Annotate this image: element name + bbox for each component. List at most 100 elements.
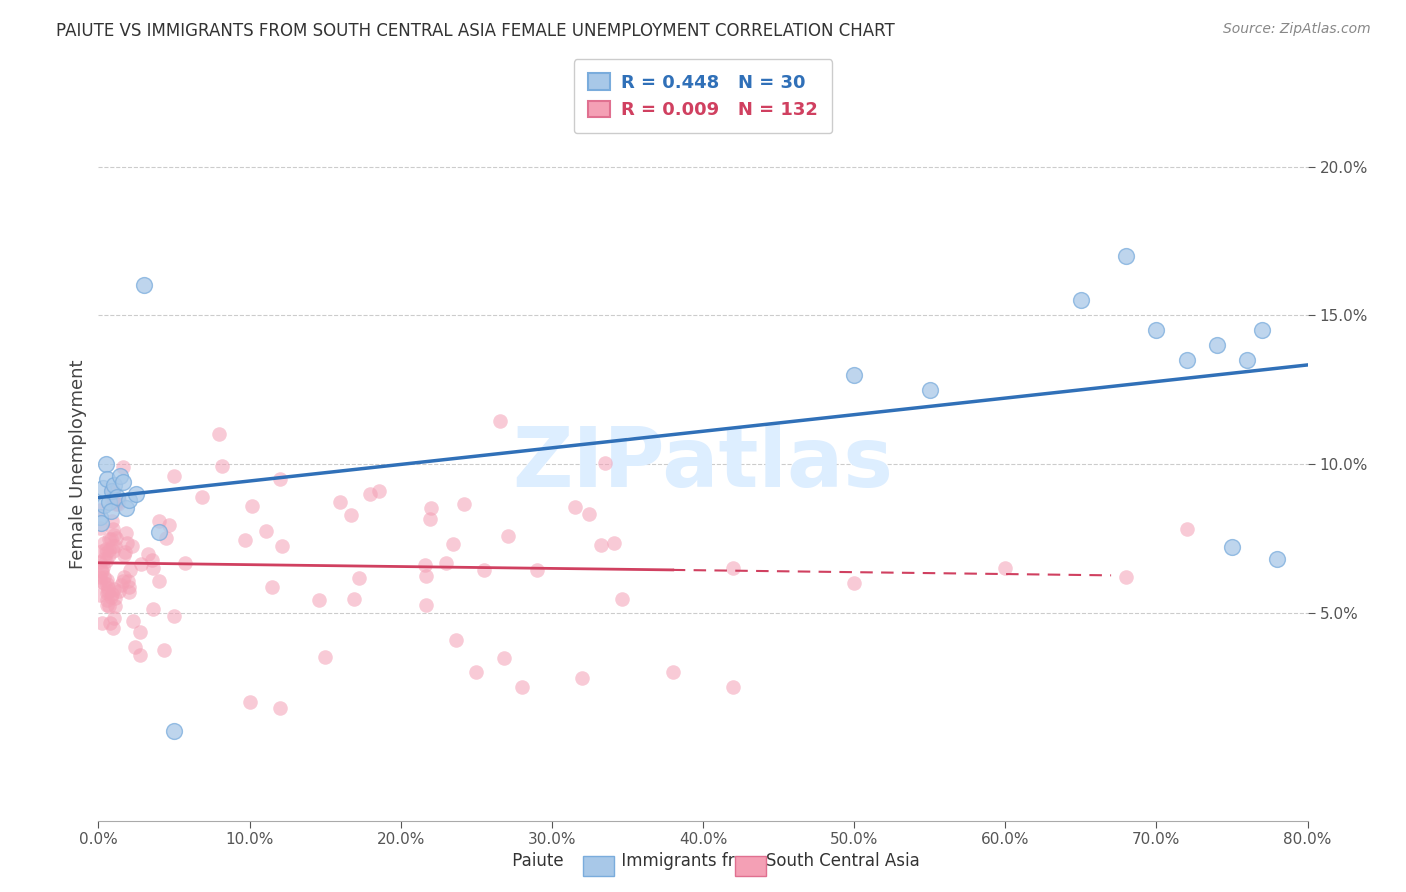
Point: [1115, 570, 1137, 584]
Point: [415, 568, 437, 582]
Point: [98, 599, 121, 614]
Point: [610, 591, 633, 606]
Point: [89, 503, 111, 517]
Point: [96, 598, 118, 612]
Point: [420, 501, 443, 516]
Point: [96, 586, 118, 600]
Point: [90, 516, 112, 531]
Point: [347, 571, 370, 585]
Point: [118, 580, 141, 594]
Point: [115, 535, 138, 549]
Point: [89, 555, 111, 569]
Point: [94, 457, 117, 471]
Point: [118, 584, 141, 599]
Point: [343, 591, 366, 606]
Point: [444, 632, 467, 647]
Point: [142, 561, 165, 575]
Point: [89, 589, 111, 603]
Point: [103, 477, 125, 491]
Point: [118, 492, 141, 507]
Text: Source: ZipAtlas.com: Source: ZipAtlas.com: [1223, 22, 1371, 37]
Point: [108, 468, 131, 483]
Point: [97, 583, 120, 598]
Point: [571, 671, 593, 685]
Point: [100, 483, 122, 497]
Point: [93, 551, 115, 566]
Point: [1206, 338, 1229, 352]
Point: [96, 592, 118, 607]
Point: [269, 700, 291, 714]
Point: [489, 415, 512, 429]
Text: PAIUTE VS IMMIGRANTS FROM SOUTH CENTRAL ASIA FEMALE UNEMPLOYMENT CORRELATION CHA: PAIUTE VS IMMIGRANTS FROM SOUTH CENTRAL …: [56, 22, 896, 40]
Point: [96, 577, 118, 591]
Point: [103, 494, 125, 508]
Point: [918, 383, 941, 397]
Point: [1220, 540, 1243, 554]
Point: [994, 561, 1017, 575]
Point: [138, 547, 160, 561]
Point: [104, 599, 127, 613]
Point: [240, 500, 263, 514]
Point: [125, 486, 148, 500]
Point: [97, 548, 120, 562]
Point: [163, 609, 186, 624]
Point: [114, 545, 136, 559]
Point: [89, 574, 111, 589]
Point: [153, 642, 176, 657]
Point: [98, 495, 121, 509]
Point: [129, 557, 152, 571]
Point: [148, 574, 170, 589]
Point: [97, 582, 120, 596]
Point: [104, 497, 127, 511]
Point: [239, 695, 262, 709]
Point: [90, 564, 112, 578]
Point: [89, 510, 111, 524]
Text: ZIPatlas: ZIPatlas: [513, 424, 893, 504]
Point: [89, 521, 111, 535]
Point: [103, 528, 125, 542]
Point: [91, 560, 114, 574]
Point: [1251, 323, 1274, 337]
Point: [101, 483, 124, 498]
Point: [233, 533, 256, 548]
Point: [723, 680, 745, 694]
Point: [101, 484, 124, 499]
Point: [101, 539, 124, 553]
Point: [453, 497, 475, 511]
Point: [329, 495, 352, 509]
Point: [148, 525, 170, 540]
Point: [124, 640, 146, 655]
Point: [492, 651, 515, 665]
Point: [91, 481, 114, 495]
Point: [94, 546, 117, 560]
Point: [360, 486, 382, 500]
Point: [108, 492, 131, 507]
Point: [1070, 293, 1092, 308]
Point: [101, 587, 124, 601]
Y-axis label: Female Unemployment: Female Unemployment: [69, 359, 87, 568]
Point: [110, 578, 132, 592]
Point: [103, 582, 125, 596]
Point: [94, 554, 117, 568]
Point: [111, 475, 134, 489]
Point: [163, 724, 186, 739]
Point: [94, 542, 117, 557]
Point: [155, 531, 177, 545]
Point: [90, 616, 112, 631]
Point: [413, 558, 436, 572]
Point: [104, 539, 127, 553]
Point: [104, 591, 127, 605]
Point: [271, 539, 294, 553]
Point: [112, 460, 135, 475]
Point: [1236, 352, 1258, 367]
Point: [1144, 323, 1167, 337]
Point: [117, 574, 139, 588]
Point: [269, 472, 291, 486]
Point: [465, 665, 488, 679]
Point: [107, 584, 129, 599]
Point: [89, 570, 111, 584]
Point: [148, 514, 170, 528]
Point: [564, 500, 586, 514]
Point: [368, 484, 391, 499]
Point: [339, 508, 361, 523]
